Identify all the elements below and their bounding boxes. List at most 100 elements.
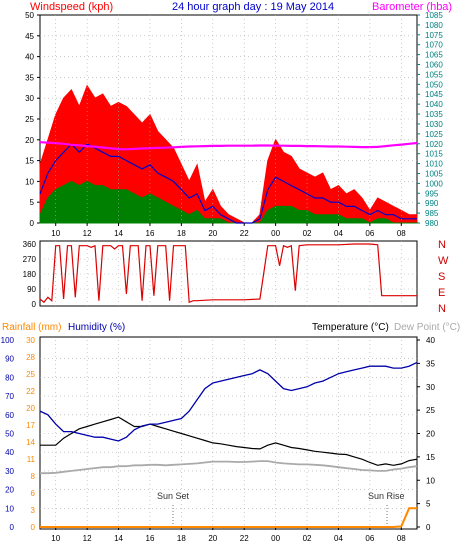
wind-y-tick-label: 25 <box>25 115 34 124</box>
barometer-y-tick-label: 990 <box>425 199 439 208</box>
climate-x-tick-label: 22 <box>240 534 249 543</box>
climate-x-tick-label: 06 <box>365 534 374 543</box>
temperature-y-tick-label: 40 <box>426 336 435 345</box>
humidity-y-tick-label: 100 <box>1 336 15 345</box>
windspeed-average-series <box>39 143 417 224</box>
rainfall-y-tick-label: 20 <box>26 404 35 413</box>
wind-y-tick-label: 10 <box>25 177 34 186</box>
barometer-y-tick-label: 1025 <box>425 130 443 139</box>
dewpoint-series <box>40 460 418 475</box>
humidity-y-tick-label: 20 <box>5 486 14 495</box>
humidity-y-tick-label: 10 <box>5 504 14 513</box>
direction-y-tick-label: 180 <box>23 270 37 279</box>
rainfall-y-tick-label: 30 <box>26 336 35 345</box>
barometer-y-tick-label: 1035 <box>425 110 443 119</box>
wind-x-tick-label: 12 <box>83 229 92 238</box>
temperature-series <box>40 416 418 466</box>
direction-y-tick-label: 270 <box>23 255 37 264</box>
wind-x-tick-label: 18 <box>177 229 186 238</box>
rainfall-y-tick-label: 0 <box>31 523 36 532</box>
barometer-y-tick-label: 1010 <box>425 160 443 169</box>
compass-n-top: N <box>438 239 446 251</box>
rainfall-y-tick-label: 28 <box>26 353 35 362</box>
direction-y-tick-label: 360 <box>23 240 37 249</box>
humidity-y-tick-label: 90 <box>5 355 14 364</box>
wind-y-tick-label: 15 <box>25 157 34 166</box>
barometer-y-tick-label: 985 <box>425 209 439 218</box>
sunset-label: Sun Set <box>157 491 190 501</box>
wind-y-tick-label: 40 <box>25 53 34 62</box>
windspeed-lull-series <box>39 180 417 224</box>
barometer-y-tick-label: 1005 <box>425 169 443 178</box>
wind-y-tick-label: 50 <box>25 11 34 20</box>
dewpoint-axis-title: Dew Point (°C) <box>394 322 460 333</box>
wind-x-tick-label: 00 <box>271 229 280 238</box>
climate-x-tick-label: 02 <box>303 534 312 543</box>
graph-title: 24 hour graph day : 19 May 2014 <box>172 1 334 13</box>
wind-y-tick-label: 20 <box>25 136 34 145</box>
humidity-y-tick-label: 60 <box>5 411 14 420</box>
rainfall-series <box>40 507 417 528</box>
barometer-y-tick-label: 1050 <box>425 80 443 89</box>
temperature-y-tick-label: 35 <box>426 359 435 368</box>
temperature-y-tick-label: 5 <box>426 500 431 509</box>
wind-direction-series <box>39 243 417 304</box>
compass-s: S <box>438 271 445 283</box>
barometer-y-tick-label: 1085 <box>425 11 443 20</box>
wind-x-tick-label: 10 <box>51 229 60 238</box>
wind-x-tick-label: 20 <box>208 229 217 238</box>
barometer-y-tick-label: 1030 <box>425 120 443 129</box>
rainfall-y-tick-label: 25 <box>26 370 35 379</box>
humidity-axis-title: Humidity (%) <box>68 322 125 333</box>
direction-panel-frame <box>39 240 418 307</box>
rainfall-y-tick-label: 11 <box>27 455 36 464</box>
wind-y-tick-label: 35 <box>25 73 34 82</box>
barometer-y-tick-label: 1020 <box>425 140 443 149</box>
climate-x-tick-label: 00 <box>271 534 280 543</box>
rainfall-axis-title: Rainfall (mm) <box>2 322 61 333</box>
wind-y-tick-label: 30 <box>25 94 34 103</box>
temperature-y-tick-label: 0 <box>426 523 431 532</box>
rainfall-y-tick-label: 17 <box>26 421 35 430</box>
climate-x-tick-label: 08 <box>397 534 406 543</box>
barometer-y-tick-label: 1065 <box>425 51 443 60</box>
climate-x-tick-label: 16 <box>146 534 155 543</box>
barometer-y-tick-label: 1045 <box>425 90 443 99</box>
direction-y-tick-label: 90 <box>27 285 36 294</box>
windspeed-gust-series <box>39 84 418 224</box>
barometer-y-tick-label: 995 <box>425 189 439 198</box>
temperature-y-tick-label: 20 <box>426 430 435 439</box>
barometer-y-tick-label: 1075 <box>425 31 443 40</box>
wind-y-tick-label: 45 <box>25 32 34 41</box>
humidity-y-tick-label: 0 <box>10 523 15 532</box>
rainfall-y-tick-label: 22 <box>26 387 35 396</box>
wind-x-tick-label: 16 <box>146 229 155 238</box>
climate-x-tick-label: 14 <box>114 534 123 543</box>
rainfall-y-tick-label: 6 <box>31 489 36 498</box>
barometer-y-tick-label: 980 <box>425 219 439 228</box>
windspeed-axis-title: Windspeed (kph) <box>30 1 113 13</box>
humidity-y-tick-label: 40 <box>5 448 14 457</box>
barometer-series <box>39 141 418 151</box>
barometer-y-tick-label: 1015 <box>425 150 443 159</box>
climate-x-tick-label: 04 <box>334 534 343 543</box>
direction-y-tick-label: 0 <box>32 300 37 309</box>
compass-w: W <box>438 255 449 267</box>
temperature-y-tick-label: 15 <box>426 453 435 462</box>
sunrise-label: Sun Rise <box>368 491 405 501</box>
temperature-y-tick-label: 10 <box>426 476 435 485</box>
barometer-y-tick-label: 1060 <box>425 61 443 70</box>
wind-x-tick-label: 04 <box>334 229 343 238</box>
barometer-y-tick-label: 1055 <box>425 70 443 79</box>
wind-y-tick-label: 0 <box>30 219 35 228</box>
temperature-y-tick-label: 25 <box>426 406 435 415</box>
temperature-axis-title: Temperature (°C) <box>312 322 389 333</box>
chart-marks: 0510152025303540455098098599099510001005… <box>1 11 444 543</box>
temperature-y-tick-label: 30 <box>426 383 435 392</box>
humidity-series <box>39 361 418 442</box>
barometer-y-tick-label: 1080 <box>425 21 443 30</box>
barometer-axis-title: Barometer (hba) <box>372 1 452 13</box>
compass-n-bottom: N <box>438 303 446 315</box>
barometer-y-tick-label: 1040 <box>425 100 443 109</box>
